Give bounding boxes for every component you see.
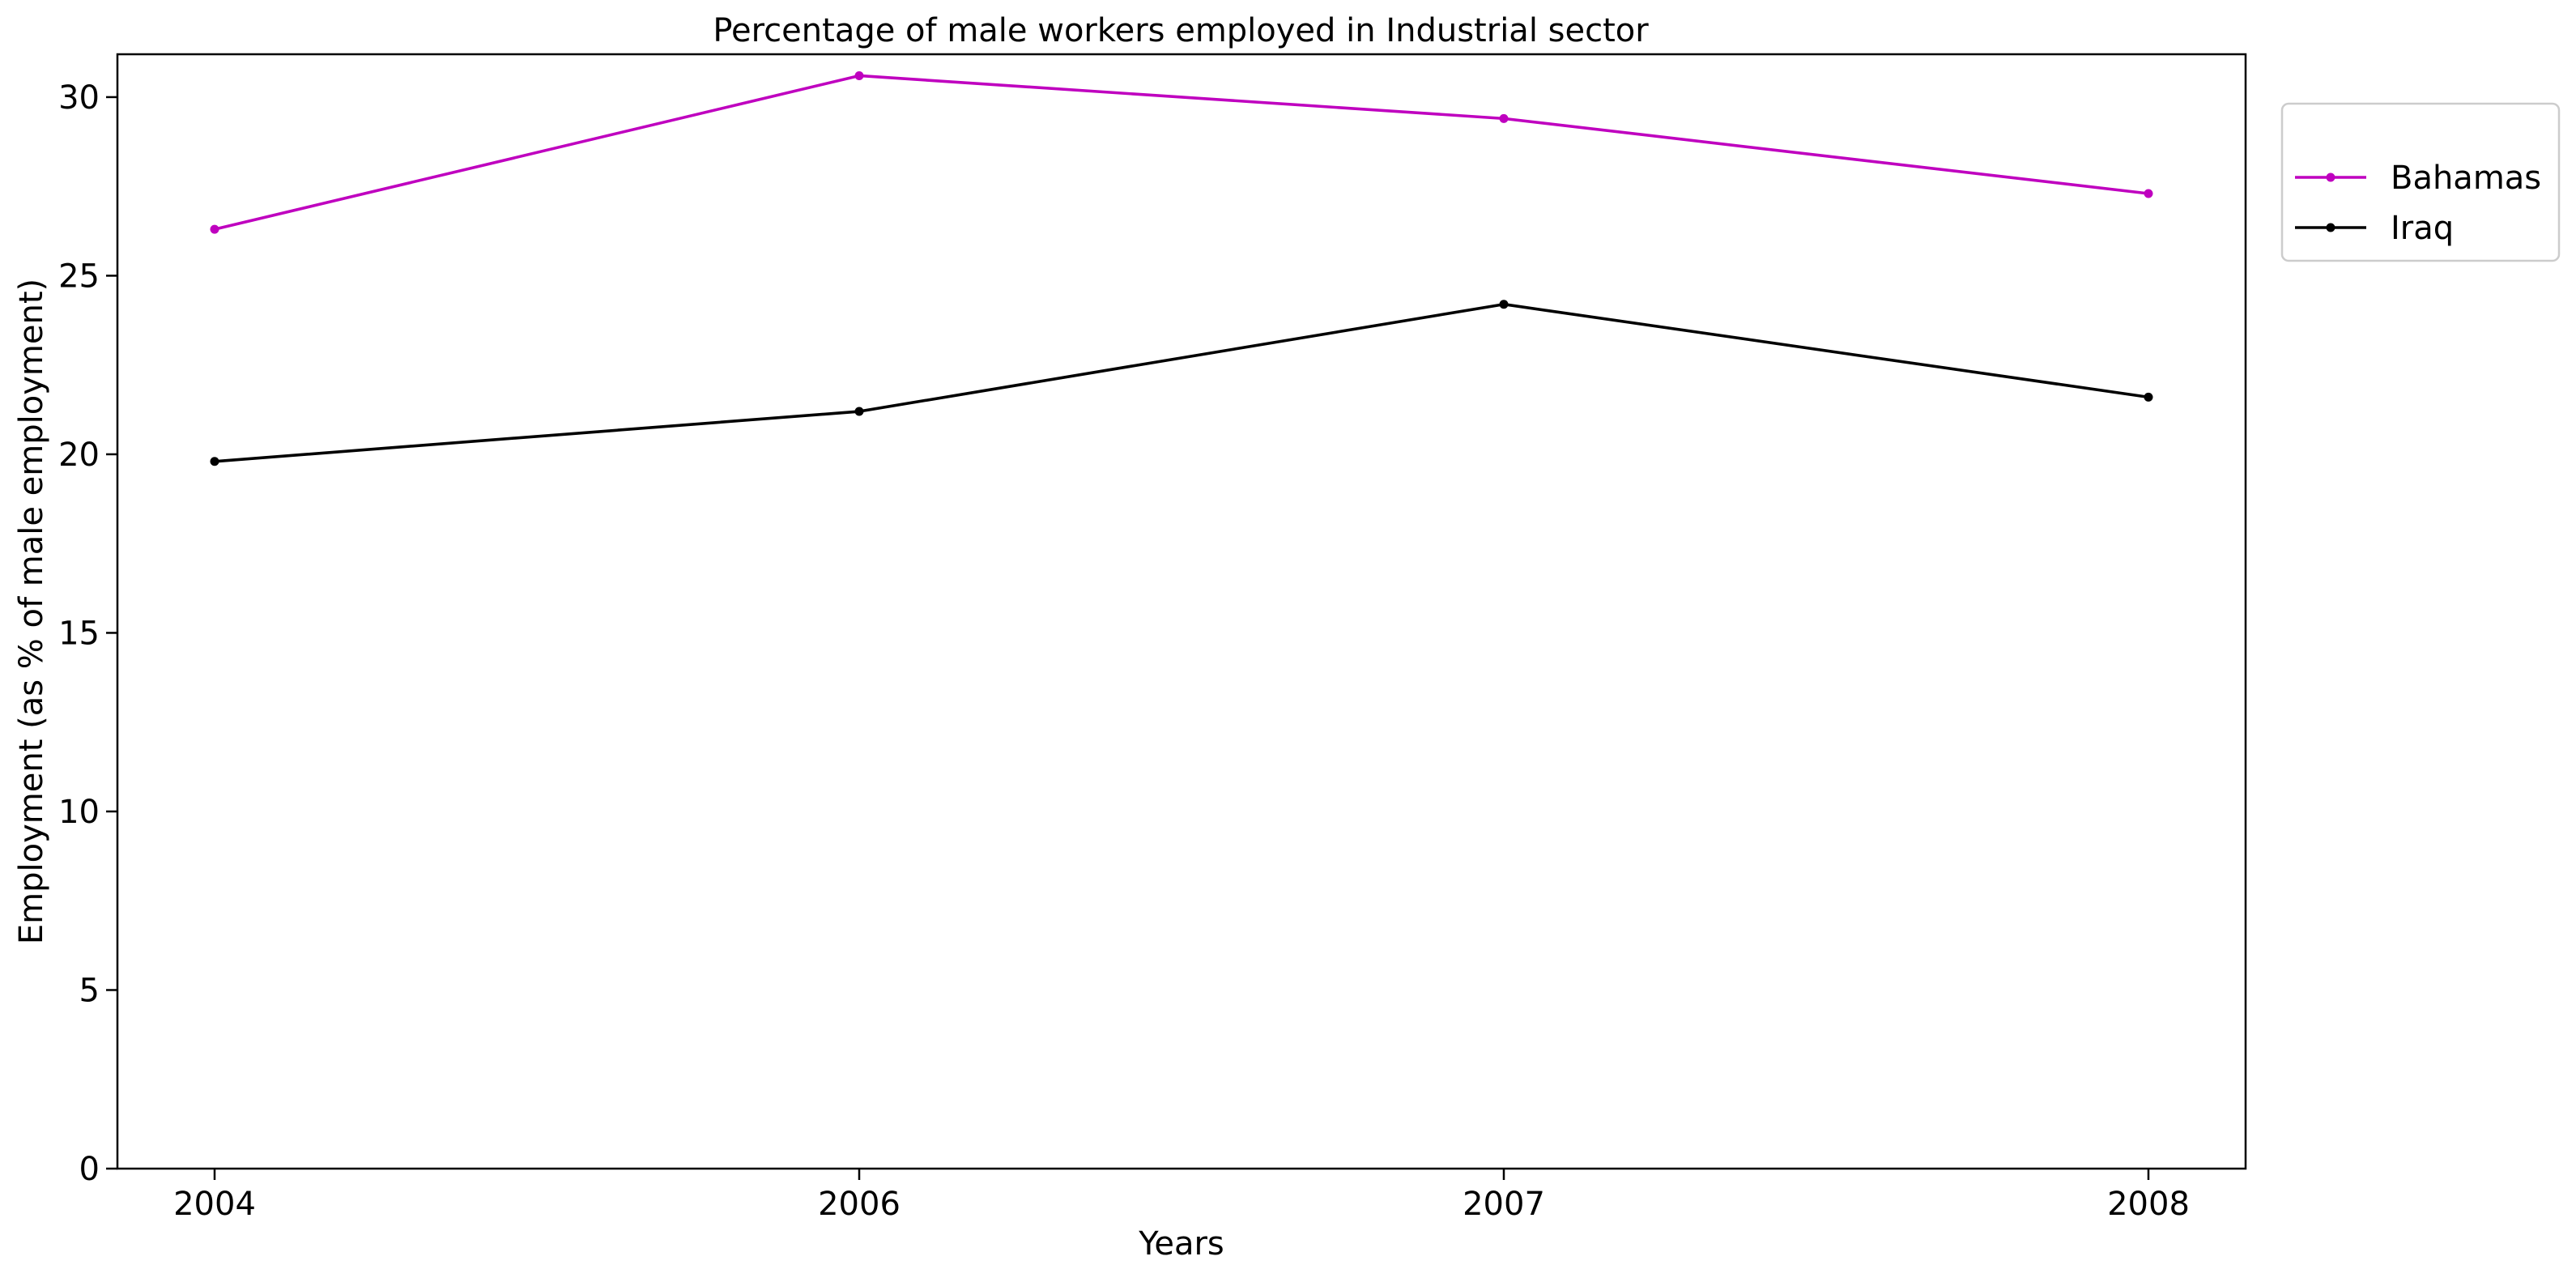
y-axis-label: Employment (as % of male employment) — [13, 279, 50, 944]
y-tick-label: 10 — [58, 794, 100, 831]
x-tick-label: 2007 — [1463, 1186, 1545, 1223]
series-line — [214, 302, 2149, 463]
data-point — [2144, 392, 2153, 402]
data-point — [210, 224, 219, 234]
data-point — [210, 457, 219, 466]
series-iraq — [210, 300, 2153, 466]
legend-item: Bahamas — [2295, 160, 2541, 197]
legend-item: Iraq — [2295, 210, 2454, 247]
data-point — [854, 407, 864, 416]
data-point — [1499, 300, 1509, 309]
data-point — [854, 70, 864, 80]
series-layer — [210, 70, 2153, 466]
y-tick-label: 5 — [79, 972, 100, 1009]
legend-frame — [2280, 102, 2561, 262]
y-tick-label: 25 — [58, 258, 100, 295]
legend-label: Bahamas — [2391, 160, 2541, 197]
chart-title: Percentage of male workers employed in I… — [713, 12, 1649, 49]
y-tick-label: 15 — [58, 615, 100, 652]
x-tick-label: 2006 — [818, 1186, 901, 1223]
x-tick-label: 2008 — [2107, 1186, 2190, 1223]
series-line — [214, 74, 2149, 231]
legend-label: Iraq — [2391, 210, 2454, 247]
x-axis-label: Years — [1138, 1225, 1224, 1263]
series-bahamas — [210, 70, 2153, 234]
legend: Bahamas Iraq — [2280, 102, 2561, 262]
x-axis: 2004 2006 2007 2008 — [173, 1169, 2190, 1223]
plot-area — [116, 53, 2247, 1170]
y-tick-label: 20 — [58, 437, 100, 474]
legend-marker — [2326, 223, 2335, 232]
plot-frame — [116, 53, 2247, 1170]
y-tick-label: 0 — [79, 1151, 100, 1188]
y-tick-label: 30 — [58, 79, 100, 117]
legend-marker — [2326, 172, 2335, 182]
data-point — [1499, 113, 1509, 123]
y-axis: 0 5 10 15 20 25 30 — [58, 79, 117, 1188]
data-point — [2144, 189, 2153, 198]
x-tick-label: 2004 — [173, 1186, 256, 1223]
